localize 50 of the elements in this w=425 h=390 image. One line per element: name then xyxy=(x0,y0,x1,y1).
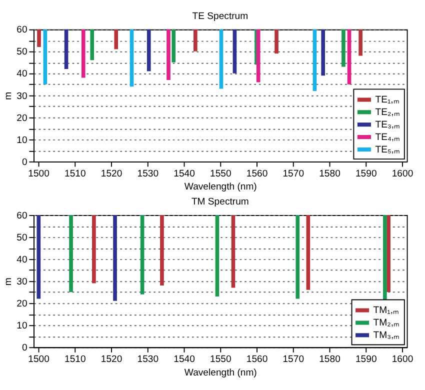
x-tick-label: 1530 xyxy=(137,168,159,180)
y-tick-label: 20 xyxy=(16,112,28,124)
legend-label: TE₃,ₘ xyxy=(375,119,400,130)
chart-title: TM Spectrum xyxy=(191,196,249,208)
x-tick-label: 1520 xyxy=(100,168,122,180)
x-tick-label: 1540 xyxy=(174,354,195,365)
y-tick-label: 40 xyxy=(16,68,28,80)
x-tick-label: 1510 xyxy=(64,168,86,180)
y-tick-label: 30 xyxy=(16,90,28,102)
x-tick-label: 1540 xyxy=(174,168,195,180)
y-tick-label: 50 xyxy=(16,232,28,244)
y-tick-label: 40 xyxy=(16,254,28,266)
x-tick-label: 1510 xyxy=(64,354,86,365)
legend-label: TE₅,ₘ xyxy=(375,144,400,156)
legend-label: TM₃,ₘ xyxy=(373,330,400,342)
x-tick-label: 1570 xyxy=(282,354,304,365)
x-axis-title: Wavelength (nm) xyxy=(184,182,257,193)
x-tick-label: 1520 xyxy=(100,354,122,365)
x-tick-label: 1550 xyxy=(210,168,232,180)
x-axis-title: Wavelength (nm) xyxy=(184,367,257,378)
y-tick-label: 30 xyxy=(16,276,28,288)
x-tick-label: 1560 xyxy=(246,168,268,180)
x-tick-label: 1570 xyxy=(282,168,304,180)
y-tick-label: 60 xyxy=(16,210,28,222)
x-tick-label: 1580 xyxy=(319,354,340,365)
chart-title: TE Spectrum xyxy=(192,10,248,22)
legend-label: TE₁,ₘ xyxy=(375,94,400,106)
x-tick-label: 1560 xyxy=(246,354,268,365)
x-tick-label: 1500 xyxy=(28,168,50,180)
y-tick-label: 10 xyxy=(16,320,28,332)
x-tick-label: 1590 xyxy=(355,354,377,365)
legend-label: TM₁,ₘ xyxy=(373,305,400,316)
x-tick-label: 1500 xyxy=(28,354,50,365)
x-tick-label: 1530 xyxy=(137,354,159,365)
y-tick-label: 50 xyxy=(16,46,28,58)
x-tick-label: 1550 xyxy=(210,354,232,365)
x-tick-label: 1590 xyxy=(355,168,377,180)
legend-label: TE₂,ₘ xyxy=(375,107,400,118)
y-axis-title: m xyxy=(2,92,14,100)
y-tick-label: 0 xyxy=(22,342,28,354)
x-tick-label: 1580 xyxy=(319,168,340,180)
y-tick-label: 20 xyxy=(16,298,28,310)
y-tick-label: 60 xyxy=(16,24,28,36)
y-axis-title: m xyxy=(2,278,14,286)
x-tick-label: 1600 xyxy=(392,168,414,180)
legend-label: TM₂,ₘ xyxy=(373,318,400,329)
legend-label: TE₄,ₘ xyxy=(375,132,400,143)
x-tick-label: 1600 xyxy=(392,354,414,365)
y-tick-label: 10 xyxy=(16,134,28,146)
y-tick-label: 0 xyxy=(22,156,28,168)
